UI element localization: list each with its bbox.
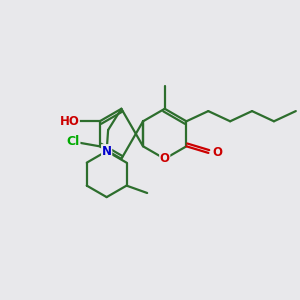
Text: O: O (213, 146, 223, 159)
Text: HO: HO (59, 115, 79, 128)
Text: Cl: Cl (67, 135, 80, 148)
Text: O: O (160, 152, 170, 165)
Text: N: N (102, 145, 112, 158)
